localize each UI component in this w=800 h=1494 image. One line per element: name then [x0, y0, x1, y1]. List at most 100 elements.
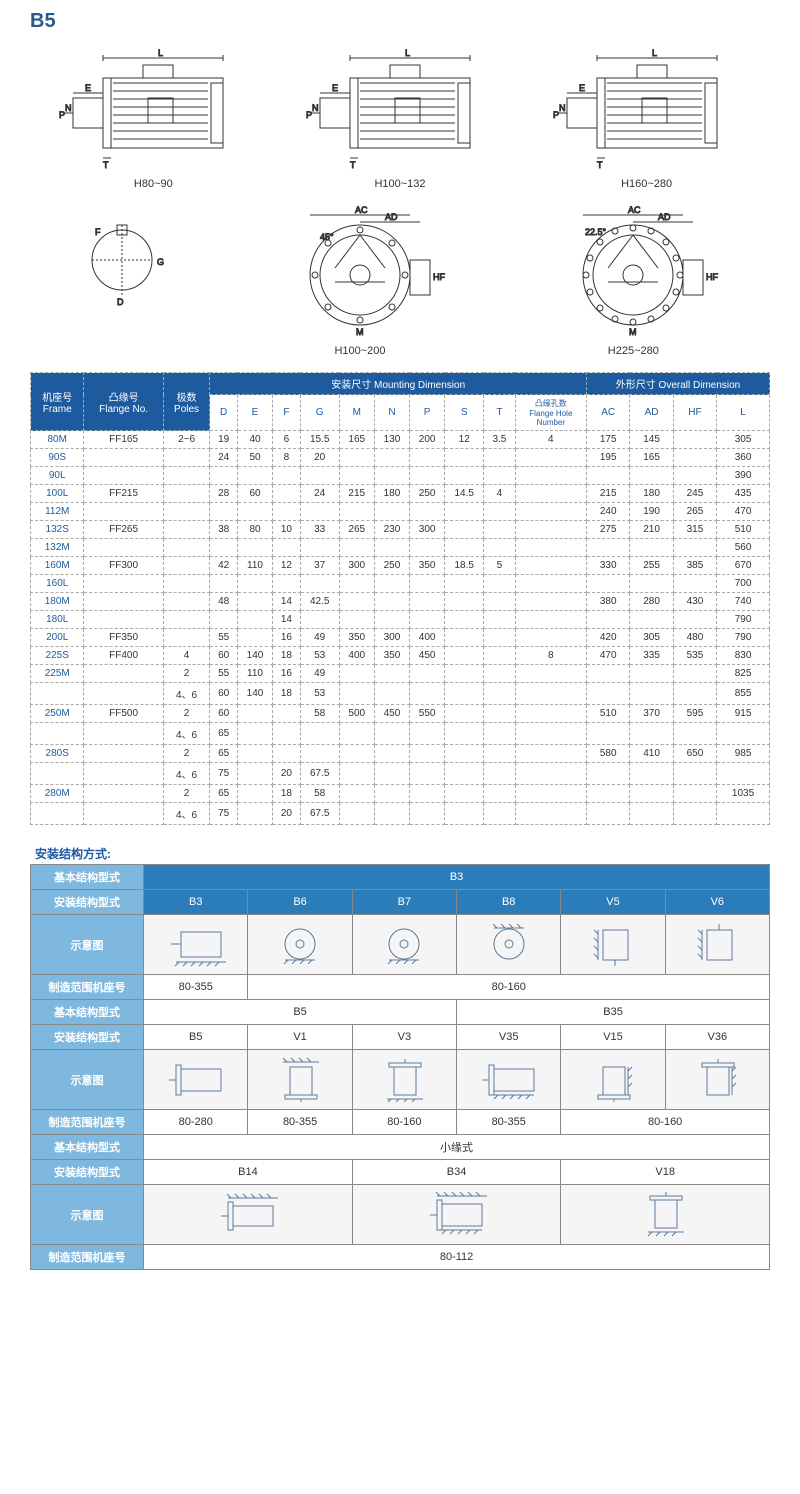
- cell-flange: [84, 593, 163, 611]
- cell-L: 915: [717, 705, 770, 723]
- cell-AD: 255: [630, 557, 673, 575]
- cell-E: [237, 763, 272, 785]
- col-AC: AC: [587, 395, 630, 431]
- cell-AC: [587, 575, 630, 593]
- svg-text:HF: HF: [706, 272, 718, 282]
- cell-flange: [84, 503, 163, 521]
- cell-P: 350: [410, 557, 445, 575]
- diagram-row-2: F D G AC: [30, 200, 770, 357]
- diagram-h160-280: L E N P T H160~280: [547, 43, 747, 190]
- cell-D: 75: [210, 803, 238, 825]
- cell-FH: [515, 629, 586, 647]
- svg-text:F: F: [95, 227, 101, 237]
- cell-AD: [630, 683, 673, 705]
- cell-P: [410, 745, 445, 763]
- cell-FH: [515, 723, 586, 745]
- cell-T: [484, 629, 515, 647]
- type-v6: V6: [665, 890, 769, 915]
- cell-P: [410, 467, 445, 485]
- cell-P: 450: [410, 647, 445, 665]
- cell-G: [300, 723, 339, 745]
- mount-diagram: [457, 1050, 561, 1110]
- cell-flange: [84, 745, 163, 763]
- col-P: P: [410, 395, 445, 431]
- cell-D: [210, 467, 238, 485]
- cell-P: [410, 803, 445, 825]
- page-title: B5: [30, 10, 770, 33]
- cell-AD: [630, 575, 673, 593]
- cell-E: [237, 629, 272, 647]
- cell-AD: [630, 763, 673, 785]
- diagram-label: H100~200: [270, 345, 450, 357]
- col-D: D: [210, 395, 238, 431]
- cell-AC: [587, 763, 630, 785]
- range-val: 80-280: [144, 1110, 248, 1135]
- cell-AD: [630, 785, 673, 803]
- range-val: 80-355: [457, 1110, 561, 1135]
- frame-range-label: 制造范围机座号: [31, 1245, 144, 1270]
- cell-M: 400: [339, 647, 374, 665]
- mount-type-label: 安装结构型式: [31, 890, 144, 915]
- cell-AD: [630, 467, 673, 485]
- cell-M: 265: [339, 521, 374, 539]
- basic-type-label: 基本结构型式: [31, 865, 144, 890]
- cell-D: [210, 611, 238, 629]
- cell-T: [484, 705, 515, 723]
- cell-flange: [84, 539, 163, 557]
- cell-E: [237, 467, 272, 485]
- cell-T: [484, 521, 515, 539]
- cell-N: 350: [374, 647, 409, 665]
- svg-text:P: P: [553, 110, 559, 120]
- cell-G: [300, 503, 339, 521]
- svg-text:L: L: [405, 48, 410, 58]
- table-row: 180M481442.5380280430740: [31, 593, 770, 611]
- cell-E: 140: [237, 647, 272, 665]
- col-overall: 外形尺寸 Overall Dimension: [587, 373, 770, 395]
- cell-AC: 215: [587, 485, 630, 503]
- cell-E: [237, 723, 272, 745]
- cell-L: 510: [717, 521, 770, 539]
- cell-F: 18: [273, 683, 301, 705]
- cell-S: [445, 593, 484, 611]
- col-F: F: [273, 395, 301, 431]
- cell-G: [300, 575, 339, 593]
- svg-text:M: M: [629, 327, 637, 337]
- cell-poles: 4、6: [163, 723, 210, 745]
- diagram-row-1: L E N P T H80~90: [30, 43, 770, 190]
- type-b14: B14: [144, 1160, 353, 1185]
- cell-P: [410, 539, 445, 557]
- cell-M: [339, 723, 374, 745]
- cell-D: 38: [210, 521, 238, 539]
- col-N: N: [374, 395, 409, 431]
- cell-HF: 265: [673, 503, 716, 521]
- col-S: S: [445, 395, 484, 431]
- cell-D: 65: [210, 745, 238, 763]
- cell-FH: 4: [515, 431, 586, 449]
- cell-G: 67.5: [300, 763, 339, 785]
- cell-poles: [163, 575, 210, 593]
- cell-P: [410, 723, 445, 745]
- cell-T: [484, 683, 515, 705]
- table-row: 180L14790: [31, 611, 770, 629]
- cell-N: [374, 449, 409, 467]
- cell-S: [445, 503, 484, 521]
- cell-poles: 2: [163, 785, 210, 803]
- table-row: 4、6752067.5: [31, 763, 770, 785]
- cell-flange: FF400: [84, 647, 163, 665]
- cell-AC: 420: [587, 629, 630, 647]
- cell-G: 37: [300, 557, 339, 575]
- col-T: T: [484, 395, 515, 431]
- cell-poles: [163, 449, 210, 467]
- cell-E: 140: [237, 683, 272, 705]
- cell-F: 8: [273, 449, 301, 467]
- cell-FH: [515, 665, 586, 683]
- cell-D: [210, 539, 238, 557]
- col-mounting: 安装尺寸 Mounting Dimension: [210, 373, 587, 395]
- type-v1: V1: [248, 1025, 352, 1050]
- type-b7: B7: [352, 890, 456, 915]
- cell-P: 250: [410, 485, 445, 503]
- cell-N: 180: [374, 485, 409, 503]
- basic-b35: B35: [457, 1000, 770, 1025]
- col-HF: HF: [673, 395, 716, 431]
- cell-F: [273, 575, 301, 593]
